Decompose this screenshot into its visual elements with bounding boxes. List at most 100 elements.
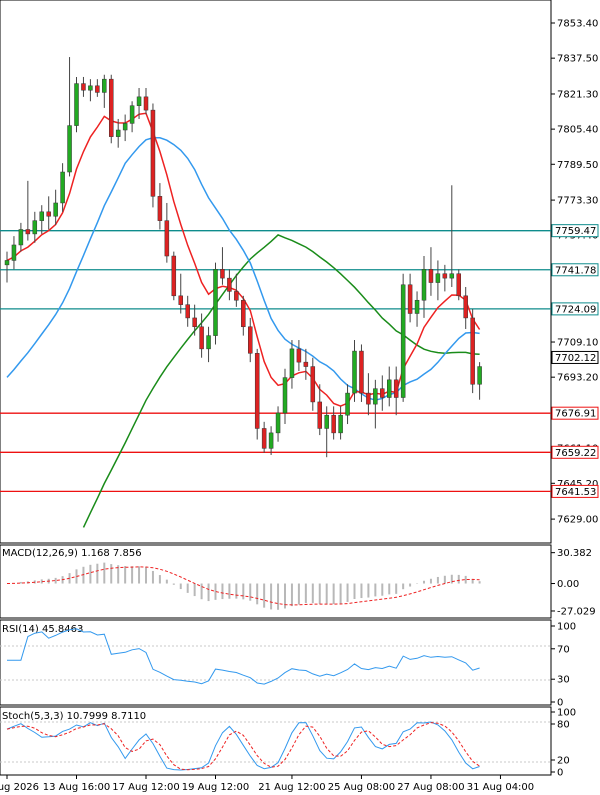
candle-body bbox=[407, 284, 413, 314]
candle-body bbox=[81, 83, 86, 91]
candle-body bbox=[102, 78, 107, 93]
candle-body bbox=[435, 273, 441, 283]
candle-body bbox=[53, 202, 58, 217]
rsi-panel: RSI(14) 45.8463 100 70 30 0 bbox=[0, 619, 576, 709]
price-tick-label: 7645.20 bbox=[557, 479, 598, 490]
time-tick-label: 31 Aug 04:00 bbox=[467, 782, 534, 793]
candle-body bbox=[421, 269, 427, 301]
rsi-axis: 100 70 30 0 bbox=[551, 622, 576, 709]
candle-body bbox=[359, 350, 364, 394]
price-panel: 7853.40 7837.50 7821.30 7805.40 7789.50 7773.… bbox=[0, 0, 599, 544]
candle-body bbox=[268, 432, 274, 449]
time-tick-label: 11 Aug 2026 bbox=[0, 782, 39, 793]
candle-body bbox=[400, 284, 406, 398]
candle-body bbox=[227, 277, 232, 292]
stoch-label: Stoch(5,3,3) 10.7999 8.7110 bbox=[2, 711, 146, 722]
candle-body bbox=[442, 273, 448, 279]
candle-body bbox=[171, 255, 177, 297]
stoch-k-line bbox=[6, 721, 480, 771]
ma-slow-line bbox=[6, 137, 480, 401]
macd-panel: MACD(12,26,9) 1.168 7.856 30.382 0.00 -27.… bbox=[0, 544, 596, 619]
candle-body bbox=[393, 379, 399, 398]
price-panel-border bbox=[0, 0, 552, 544]
candle-body bbox=[414, 299, 420, 314]
candle-body bbox=[46, 211, 51, 217]
stoch-tick-label: 0 bbox=[557, 768, 563, 779]
candle-body bbox=[122, 123, 128, 131]
rsi-tick-label: 30 bbox=[557, 675, 570, 686]
candle-body bbox=[456, 273, 461, 297]
macd-histogram bbox=[12, 562, 481, 610]
candle-body bbox=[88, 85, 93, 91]
candle-body bbox=[178, 295, 183, 305]
macd-tick-label: 0.00 bbox=[557, 579, 579, 590]
candle-body bbox=[248, 326, 253, 354]
rsi-tick-label: 100 bbox=[557, 622, 576, 633]
level-tag-box bbox=[551, 302, 599, 316]
time-tick-label: 27 Aug 08:00 bbox=[397, 782, 464, 793]
current-price-label: 7702.12 bbox=[555, 353, 596, 364]
rsi-tick-label: 0 bbox=[557, 698, 563, 709]
candle-body bbox=[4, 260, 10, 266]
candle-body bbox=[289, 348, 295, 378]
level-tag-box bbox=[551, 445, 599, 459]
candle-body bbox=[192, 317, 197, 328]
candle-body bbox=[373, 388, 378, 405]
candle-body bbox=[67, 125, 72, 173]
candle-body bbox=[366, 392, 371, 405]
price-tick-label: 7693.20 bbox=[557, 373, 598, 384]
rsi-line bbox=[7, 628, 480, 685]
candle-body bbox=[157, 196, 163, 221]
macd-tick-label: -27.029 bbox=[557, 606, 596, 617]
time-tick-label: 13 Aug 16:00 bbox=[43, 782, 110, 793]
candle-body bbox=[310, 366, 316, 403]
price-tick-label: 7837.50 bbox=[557, 54, 598, 65]
candle-body bbox=[352, 350, 357, 394]
level-tag-box bbox=[551, 406, 599, 420]
macd-label: MACD(12,26,9) 1.168 7.856 bbox=[2, 548, 142, 559]
candle-body bbox=[387, 379, 392, 398]
candle-body bbox=[463, 295, 468, 319]
candle-body bbox=[199, 326, 204, 350]
candle-body bbox=[345, 392, 350, 416]
candle-body bbox=[143, 96, 149, 111]
price-tick-label: 7805.40 bbox=[557, 125, 598, 136]
price-tick-label: 7709.10 bbox=[557, 338, 598, 349]
level-tag-label: 7724.09 bbox=[555, 304, 596, 315]
time-tick-label: 25 Aug 08:00 bbox=[328, 782, 395, 793]
level-tag-label: 7641.53 bbox=[555, 487, 596, 498]
level-tag-box bbox=[551, 484, 599, 498]
rsi-tick-label: 70 bbox=[557, 644, 570, 655]
macd-axis: 30.382 0.00 -27.029 bbox=[551, 548, 596, 617]
stoch-tick-label: 100 bbox=[557, 708, 576, 719]
rsi-label: RSI(14) 45.8463 bbox=[2, 624, 83, 635]
candle-body bbox=[206, 335, 211, 350]
price-tick-label: 7789.50 bbox=[557, 160, 598, 171]
candle-body bbox=[324, 414, 329, 429]
current-price-box bbox=[551, 350, 599, 364]
candle-body bbox=[220, 269, 225, 279]
candle-body bbox=[234, 291, 239, 301]
candle-body bbox=[95, 85, 100, 93]
candle-body bbox=[254, 353, 260, 429]
candle-body bbox=[18, 229, 24, 246]
candle-body bbox=[136, 96, 142, 106]
candles bbox=[4, 57, 482, 458]
macd-signal-line bbox=[6, 566, 480, 606]
ma-long-line bbox=[82, 234, 480, 528]
level-tag-label: 7741.78 bbox=[555, 265, 596, 276]
candle-body bbox=[129, 105, 135, 124]
candle-body bbox=[296, 348, 302, 363]
price-tick-label: 7853.40 bbox=[557, 19, 598, 30]
macd-tick-label: 30.382 bbox=[557, 548, 592, 559]
stoch-tick-label: 80 bbox=[557, 720, 570, 731]
level-tag-box bbox=[551, 263, 599, 277]
candle-body bbox=[115, 129, 121, 137]
candle-body bbox=[275, 412, 281, 434]
candle-body bbox=[109, 78, 114, 137]
price-tick-label: 7821.30 bbox=[557, 89, 598, 100]
candle-body bbox=[25, 229, 31, 235]
